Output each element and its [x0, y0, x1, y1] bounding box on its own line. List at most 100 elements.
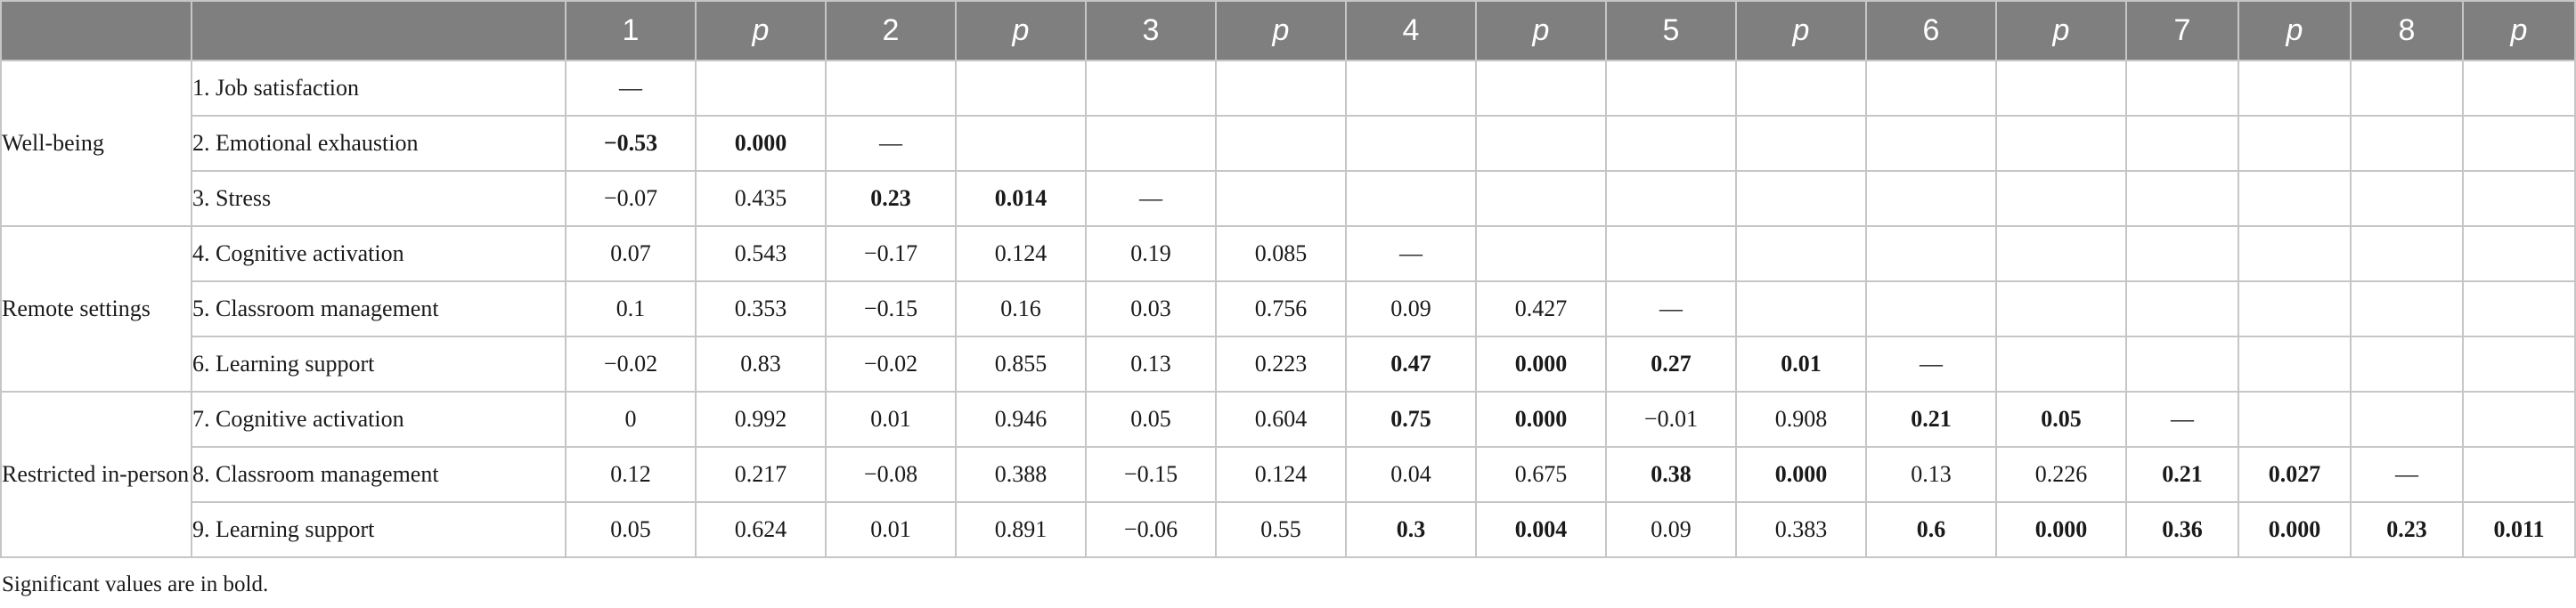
p-value-cell	[2238, 115, 2352, 172]
variable-label: 9. Learning support	[191, 501, 567, 558]
p-value-cell	[2462, 170, 2576, 227]
p-value-cell: 0.756	[1215, 280, 1347, 337]
header-variable-number: 4	[1345, 0, 1477, 61]
correlation-cell	[1605, 170, 1737, 227]
p-value-cell: 0.05	[1995, 391, 2127, 448]
correlation-cell: —	[1865, 336, 1997, 393]
p-value-cell: 0.353	[695, 280, 827, 337]
p-value-cell: 0.427	[1475, 280, 1607, 337]
correlation-cell: —	[825, 115, 957, 172]
correlation-cell: −0.15	[1085, 446, 1217, 503]
p-value-cell	[2238, 225, 2352, 282]
correlation-cell	[2350, 225, 2464, 282]
correlation-cell: 0.12	[565, 446, 697, 503]
table-row: 6. Learning support −0.02 0.83 −0.02 0.855 0.…	[1, 336, 2576, 393]
correlation-cell	[2350, 336, 2464, 393]
p-value-cell: 0.014	[955, 170, 1087, 227]
correlation-cell: 0.03	[1085, 280, 1217, 337]
correlation-cell: 0.75	[1345, 391, 1477, 448]
p-value-cell: 0.000	[1475, 336, 1607, 393]
correlation-cell	[1085, 115, 1217, 172]
correlation-cell: −0.02	[565, 336, 697, 393]
correlation-cell: 0.09	[1605, 501, 1737, 558]
p-value-cell	[2462, 60, 2576, 117]
p-value-cell: 0.124	[1215, 446, 1347, 503]
correlation-cell	[1865, 115, 1997, 172]
correlation-cell: 0.47	[1345, 336, 1477, 393]
p-value-cell	[1475, 115, 1607, 172]
correlation-cell: 0.01	[825, 391, 957, 448]
correlation-cell: 0.13	[1085, 336, 1217, 393]
correlation-cell	[2125, 225, 2239, 282]
p-value-cell	[2462, 115, 2576, 172]
p-value-cell	[1735, 225, 1867, 282]
table-body: Well-being 1. Job satisfaction —2. Emotion…	[0, 60, 2576, 558]
correlation-cell	[2350, 391, 2464, 448]
p-value-cell	[1995, 170, 2127, 227]
p-value-cell	[2238, 391, 2352, 448]
p-value-cell: 0.000	[2238, 501, 2352, 558]
p-value-cell: 0.83	[695, 336, 827, 393]
p-value-cell	[955, 115, 1087, 172]
group-label: Well-being	[0, 60, 192, 227]
correlation-cell: 0.05	[565, 501, 697, 558]
table-row: Restricted in-person settings7. Cognitiv…	[0, 391, 2576, 558]
correlation-cell	[2125, 336, 2239, 393]
correlation-cell: 0.04	[1345, 446, 1477, 503]
variable-label: 7. Cognitive activation	[191, 391, 567, 448]
p-value-cell	[955, 60, 1087, 117]
correlation-cell: −0.06	[1085, 501, 1217, 558]
p-value-cell: 0.000	[1995, 501, 2127, 558]
correlation-cell: 0.38	[1605, 446, 1737, 503]
correlation-cell: 0.07	[565, 225, 697, 282]
correlation-cell: —	[2125, 391, 2239, 448]
p-value-cell: 0.388	[955, 446, 1087, 503]
p-value-cell: 0.01	[1735, 336, 1867, 393]
p-value-cell: 0.011	[2462, 501, 2576, 558]
p-value-cell: 0.435	[695, 170, 827, 227]
correlation-cell: —	[1085, 170, 1217, 227]
p-value-cell: 0.124	[955, 225, 1087, 282]
p-value-cell: 0.855	[955, 336, 1087, 393]
p-value-cell	[2462, 336, 2576, 393]
correlation-cell: 0.6	[1865, 501, 1997, 558]
variable-label: 4. Cognitive activation	[191, 225, 567, 282]
table-row: Well-being 1. Job satisfaction —	[0, 60, 2576, 227]
correlation-cell: 0.1	[565, 280, 697, 337]
correlation-cell	[2350, 170, 2464, 227]
p-value-cell	[2462, 446, 2576, 503]
p-value-cell: 0.946	[955, 391, 1087, 448]
correlation-cell	[1605, 60, 1737, 117]
p-value-cell	[2238, 60, 2352, 117]
correlation-cell	[2125, 170, 2239, 227]
correlation-cell	[1085, 60, 1217, 117]
p-value-cell: 0.604	[1215, 391, 1347, 448]
p-value-cell	[1215, 170, 1347, 227]
correlation-cell	[1345, 115, 1477, 172]
variable-label: 2. Emotional exhaustion	[191, 115, 567, 172]
correlation-cell: 0.13	[1865, 446, 1997, 503]
table-row: Remote settings 4. Cognitive activation 0.…	[0, 225, 2576, 393]
p-value-cell: 0.000	[1735, 446, 1867, 503]
p-value-cell	[2238, 170, 2352, 227]
header-variable-number: 5	[1605, 0, 1737, 61]
correlation-cell	[825, 60, 957, 117]
variable-label: 6. Learning support	[191, 336, 567, 393]
correlation-cell	[2350, 60, 2464, 117]
correlation-cell: 0.21	[2125, 446, 2239, 503]
correlation-cell: 0.19	[1085, 225, 1217, 282]
correlation-cell: —	[1605, 280, 1737, 337]
p-value-cell: 0.543	[695, 225, 827, 282]
p-value-cell	[1995, 336, 2127, 393]
correlation-cell	[2125, 60, 2239, 117]
p-value-cell	[2462, 391, 2576, 448]
correlation-cell: −0.15	[825, 280, 957, 337]
correlation-cell: 0.09	[1345, 280, 1477, 337]
p-value-cell: 0.223	[1215, 336, 1347, 393]
correlation-cell: —	[2350, 446, 2464, 503]
group-label: Restricted in-person settings	[0, 391, 192, 558]
variable-label: 8. Classroom management	[191, 446, 567, 503]
correlation-cell: 0.23	[825, 170, 957, 227]
